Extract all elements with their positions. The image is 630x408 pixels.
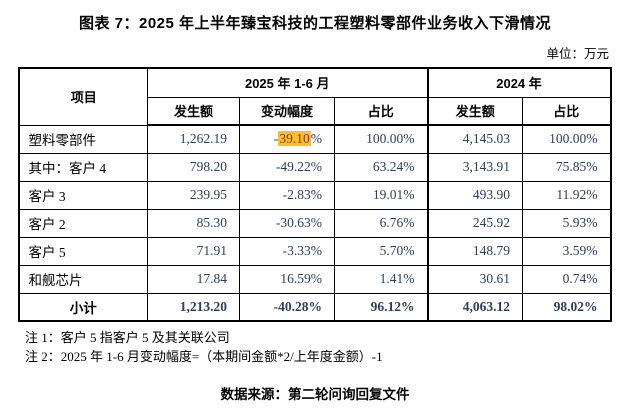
cell-change-2025: -40.28% <box>238 292 335 322</box>
cell-amount-2024: 4,063.12 <box>426 292 523 322</box>
cell-amount-2025: 798.20 <box>146 152 240 182</box>
table-row: 塑料零部件 1,262.19 -39.10% 100.00% 4,145.03 100.0… <box>18 124 612 154</box>
revenue-table: 项目 2025 年 1-6 月 2024 年 发生额 变动幅度 占比 发生额 占… <box>18 67 612 322</box>
cell-amount-2025: 71.91 <box>146 236 240 266</box>
cell-amount-2025: 1,262.19 <box>146 124 240 154</box>
highlighted-value: 39.10 <box>278 131 311 147</box>
table-row: 客户 2 85.30 -30.63% 6.76% 245.92 5.93% <box>18 208 612 238</box>
cell-amount-2024: 3,143.91 <box>426 152 523 182</box>
cell-amount-2025: 17.84 <box>146 264 240 294</box>
cell-amount-2024: 148.79 <box>426 236 523 266</box>
cell-share-2024: 98.02% <box>521 292 612 322</box>
cell-share-2025: 1.41% <box>333 264 429 294</box>
cell-change-2025: -49.22% <box>238 152 335 182</box>
change-sign: - <box>273 131 279 147</box>
cell-share-2024: 75.85% <box>521 152 612 182</box>
table-row: 客户 5 71.91 -3.33% 5.70% 148.79 3.59% <box>18 236 612 266</box>
header-amount-2024: 发生额 <box>426 96 523 126</box>
row-label: 客户 2 <box>18 208 148 238</box>
cell-change-2025: -3.33% <box>238 236 335 266</box>
figure-title: 图表 7：2025 年上半年臻宝科技的工程塑料零部件业务收入下滑情况 <box>78 15 552 32</box>
header-item: 项目 <box>18 67 148 126</box>
header-change-2025: 变动幅度 <box>238 96 335 126</box>
cell-share-2025: 6.76% <box>333 208 429 238</box>
cell-change-2025: -39.10% <box>238 124 335 154</box>
cell-amount-2025: 85.30 <box>146 208 240 238</box>
unit-label: 单位：万元 <box>546 47 609 61</box>
footnotes: 注 1：客户 5 指客户 5 及其关联公司 注 2：2025 年 1-6 月变动… <box>25 329 630 367</box>
header-amount-2025: 发生额 <box>146 96 240 126</box>
cell-share-2025: 5.70% <box>333 236 429 266</box>
data-source: 数据来源：第二轮问询回复文件 <box>220 386 410 402</box>
percent-sign: % <box>310 131 322 147</box>
header-share-2024: 占比 <box>521 96 612 126</box>
row-label: 客户 3 <box>18 180 148 210</box>
header-share-2025: 占比 <box>333 96 429 126</box>
cell-amount-2025: 1,213.20 <box>146 292 240 322</box>
table-header-sub-row: 发生额 变动幅度 占比 发生额 占比 <box>19 96 612 126</box>
cell-share-2025: 96.12% <box>333 292 429 322</box>
cell-amount-2024: 493.90 <box>426 180 523 210</box>
row-label: 和舰芯片 <box>18 264 148 294</box>
cell-change-2025: 16.59% <box>238 264 335 294</box>
cell-share-2025: 19.01% <box>333 180 429 210</box>
cell-share-2024: 5.93% <box>521 208 612 238</box>
cell-amount-2024: 245.92 <box>426 208 523 238</box>
table-row: 其中：客户 4 798.20 -49.22% 63.24% 3,143.91 75.85% <box>18 152 612 182</box>
header-group-2024: 2024 年 <box>426 67 612 98</box>
row-label: 客户 5 <box>18 236 148 266</box>
table-row: 和舰芯片 17.84 16.59% 1.41% 30.61 0.74% <box>18 264 612 294</box>
header-group-2025: 2025 年 1-6 月 <box>146 67 429 98</box>
cell-amount-2024: 4,145.03 <box>426 124 523 154</box>
table-row: 小计 1,213.20 -40.28% 96.12% 4,063.12 98.02% <box>18 292 612 322</box>
cell-change-2025: -30.63% <box>238 208 335 238</box>
row-label: 其中：客户 4 <box>18 152 148 182</box>
table-header-group-row: 项目 2025 年 1-6 月 2024 年 <box>18 67 612 126</box>
cell-amount-2025: 239.95 <box>146 180 240 210</box>
row-label: 塑料零部件 <box>18 124 148 154</box>
cell-share-2025: 100.00% <box>333 124 429 154</box>
cell-share-2024: 0.74% <box>521 264 612 294</box>
table-row: 客户 3 239.95 -2.83% 19.01% 493.90 11.92% <box>18 180 612 210</box>
note-1: 注 1：客户 5 指客户 5 及其关联公司 <box>25 330 230 345</box>
cell-share-2024: 100.00% <box>521 124 612 154</box>
cell-share-2024: 11.92% <box>521 180 612 210</box>
cell-share-2024: 3.59% <box>521 236 612 266</box>
note-2: 注 2：2025 年 1-6 月变动幅度=（本期间金额*2/上年度金额）-1 <box>25 348 383 364</box>
row-label: 小计 <box>18 292 148 322</box>
cell-amount-2024: 30.61 <box>426 264 523 294</box>
cell-share-2025: 63.24% <box>333 152 429 182</box>
table-body: 塑料零部件 1,262.19 -39.10% 100.00% 4,145.03 100.0… <box>18 124 612 322</box>
cell-change-2025: -2.83% <box>238 180 335 210</box>
